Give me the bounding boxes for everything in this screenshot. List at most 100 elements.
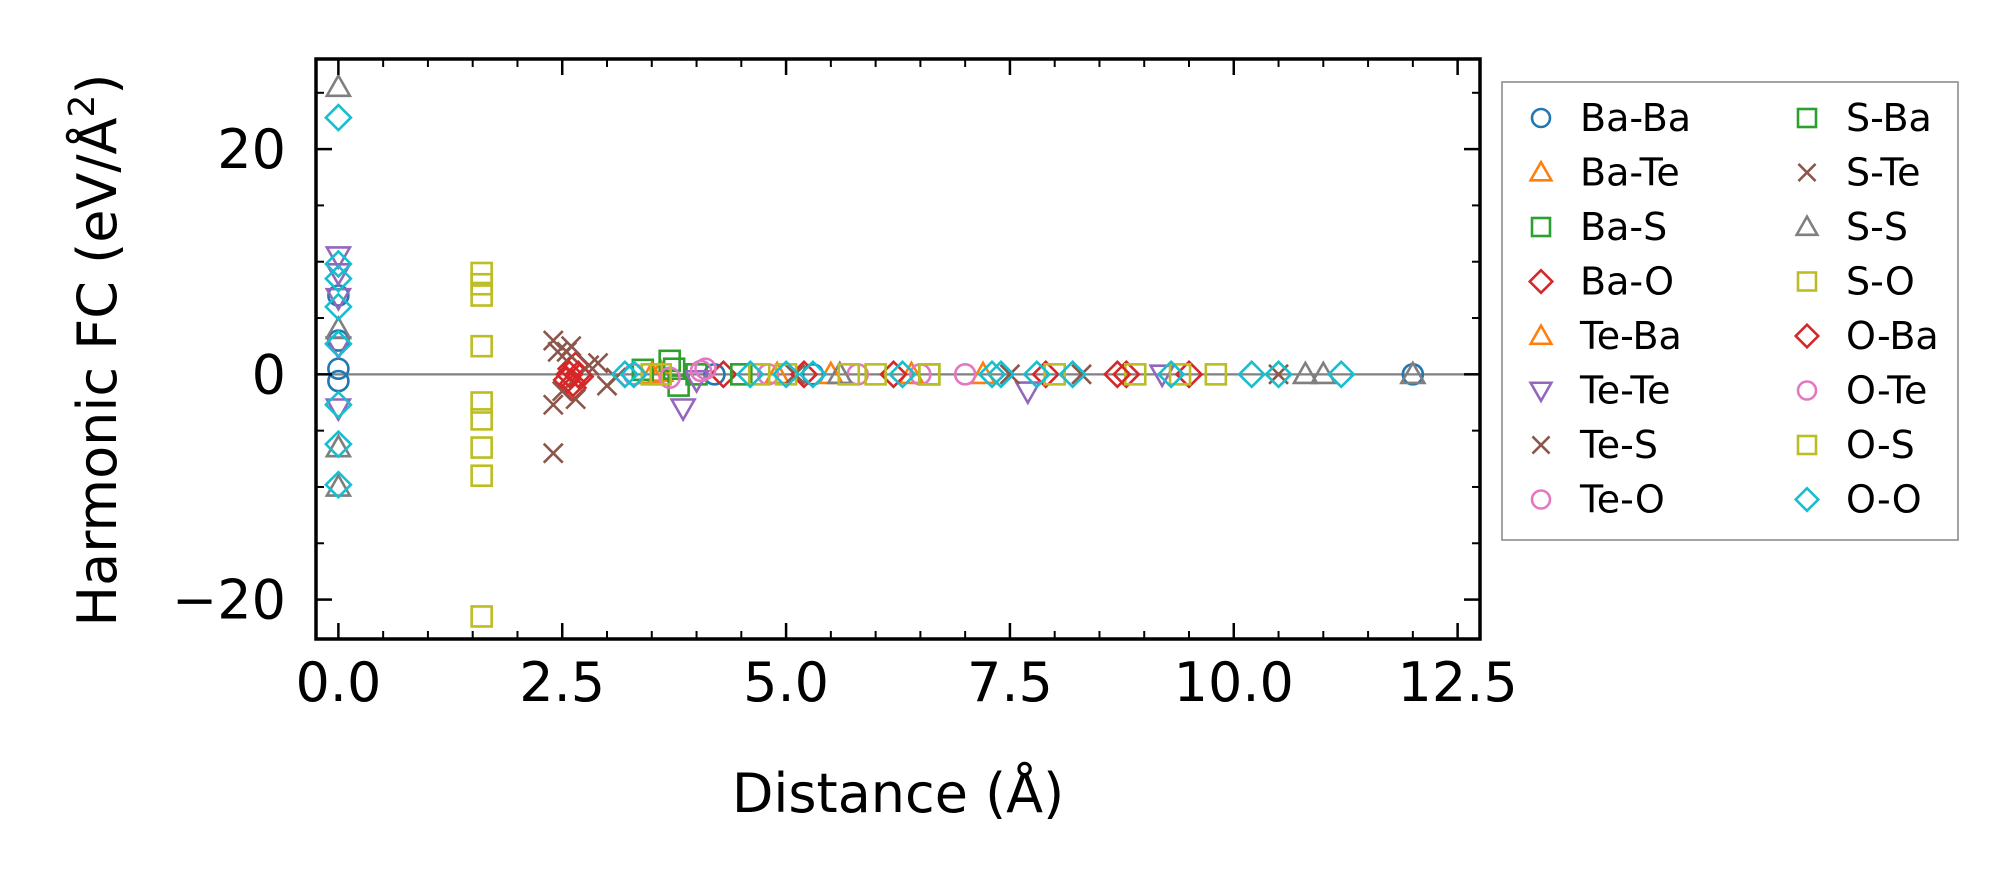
- data-point: [864, 363, 887, 386]
- legend-label: Ba-S: [1580, 205, 1667, 249]
- data-point: [324, 292, 353, 322]
- data-point: [542, 442, 564, 464]
- legend-marker: [1793, 322, 1821, 350]
- data-point: [558, 369, 588, 398]
- data-point: [1123, 363, 1147, 386]
- data-point: [1399, 360, 1427, 385]
- legend-label: Te-O: [1579, 478, 1665, 522]
- data-point: [649, 363, 673, 386]
- y-axis-label-close: ): [66, 74, 129, 95]
- data-point: [1022, 360, 1052, 389]
- data-point: [1291, 360, 1320, 385]
- data-point: [798, 360, 828, 389]
- data-point: [324, 470, 353, 500]
- series-o-o: [324, 103, 1356, 500]
- legend-label: Ba-Te: [1580, 151, 1680, 195]
- data-point: [1014, 381, 1042, 406]
- legend-marker: [1530, 216, 1552, 238]
- legend-label: O-O: [1846, 478, 1922, 522]
- legend-marker: [1530, 107, 1552, 129]
- legend-frame: [1501, 81, 1959, 541]
- data-point: [324, 249, 353, 279]
- data-point: [918, 363, 941, 386]
- y-axis-label-superscript: 2: [62, 95, 103, 118]
- data-point: [747, 363, 771, 386]
- legend-label: S-S: [1846, 205, 1908, 249]
- data-point: [1237, 360, 1267, 389]
- data-point: [619, 360, 649, 389]
- data-point: [888, 360, 917, 389]
- y-axis-label-main: Harmonic FC (eV/Å: [65, 117, 129, 626]
- data-point: [470, 408, 493, 431]
- legend-label: Ba-Ba: [1580, 96, 1691, 140]
- data-point: [669, 398, 697, 423]
- series-o-s: [649, 363, 1192, 386]
- data-point: [1168, 363, 1192, 386]
- legend-marker: [1527, 268, 1555, 295]
- y-axis-label: Harmonic FC (eV/Å2): [62, 74, 129, 627]
- legend-label: O-Ba: [1846, 314, 1939, 358]
- data-point: [542, 330, 564, 351]
- x-tick-label: 0.0: [295, 651, 381, 714]
- data-point: [977, 360, 1007, 389]
- data-point: [324, 315, 353, 340]
- data-point: [610, 360, 640, 389]
- legend-marker: [1796, 107, 1818, 129]
- data-points-layer: [324, 73, 1427, 628]
- legend-marker: [1796, 380, 1818, 401]
- data-point: [470, 464, 493, 487]
- legend-marker: [1531, 435, 1551, 455]
- x-tick-label: 5.0: [743, 651, 829, 714]
- legend-marker: [1530, 489, 1552, 510]
- legend-label: S-Ba: [1846, 96, 1932, 140]
- legend-label: Te-Te: [1579, 369, 1671, 413]
- legend-marker: [1528, 159, 1554, 182]
- data-point: [324, 398, 353, 423]
- y-tick-label: 0: [252, 343, 286, 406]
- legend-label: O-Te: [1846, 369, 1927, 413]
- x-tick-label: 12.5: [1397, 651, 1517, 714]
- legend: Ba-Ba Ba-Te Ba-S Ba-O Te-Ba Te-Te Te-S Te-O S-Ba…: [1501, 81, 1959, 541]
- y-tick-label: 20: [217, 118, 286, 181]
- data-point: [1058, 360, 1087, 389]
- data-point: [578, 354, 600, 376]
- data-point: [1264, 360, 1293, 389]
- data-point: [555, 360, 584, 389]
- data-point: [547, 341, 569, 363]
- legend-label: O-S: [1846, 423, 1915, 467]
- data-point: [689, 359, 713, 383]
- axis-ticks-layer: 0.0 2.5 5.0 7.5 10.0 12.5 −20 0 20: [172, 59, 1518, 714]
- data-point: [1103, 360, 1132, 389]
- plot-frame: [314, 57, 1482, 641]
- data-point: [1326, 360, 1356, 389]
- data-point: [735, 360, 765, 389]
- legend-marker: [1528, 323, 1554, 346]
- data-point: [470, 391, 493, 414]
- data-point: [324, 429, 353, 459]
- x-tick-label: 7.5: [967, 651, 1053, 714]
- y-tick-label: −20: [172, 569, 286, 632]
- data-point: [1111, 360, 1141, 389]
- legend-marker: [1528, 381, 1554, 404]
- legend-label: Te-Ba: [1579, 314, 1682, 358]
- data-point: [1156, 360, 1186, 389]
- legend-label: S-O: [1846, 260, 1915, 304]
- data-point: [324, 264, 353, 293]
- x-axis-label: Distance (Å): [732, 761, 1064, 825]
- data-point: [324, 73, 353, 98]
- data-point: [774, 363, 798, 386]
- data-point: [1204, 363, 1228, 386]
- legend-marker: [1794, 214, 1820, 237]
- data-point: [1071, 363, 1092, 385]
- data-point: [837, 363, 861, 386]
- data-point: [556, 341, 578, 363]
- legend-label: Ba-O: [1580, 260, 1674, 304]
- data-point: [324, 390, 353, 420]
- legend-marker: [1793, 486, 1821, 513]
- data-point: [324, 103, 353, 132]
- data-point: [470, 605, 493, 628]
- data-point: [999, 363, 1021, 385]
- data-point: [324, 329, 353, 359]
- data-point: [470, 284, 493, 307]
